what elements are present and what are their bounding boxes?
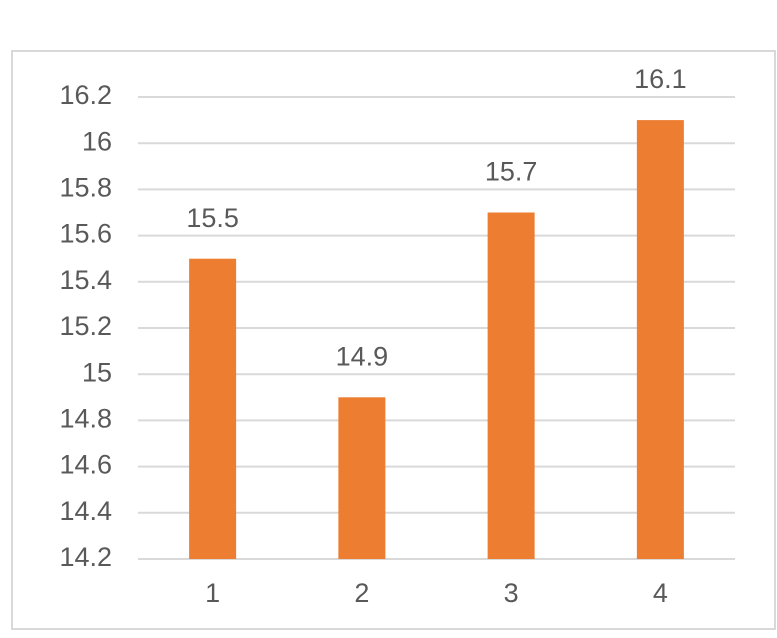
x-tick-label: 1 [205,578,220,608]
bar [338,397,386,559]
bar [189,258,237,559]
x-tick-label: 2 [354,578,369,608]
y-tick-label: 15.6 [59,219,112,249]
y-tick-label: 16.2 [59,80,112,110]
y-tick-label: 14.4 [59,496,112,526]
y-tick-label: 15.8 [59,173,112,203]
bar [487,212,535,559]
y-tick-label: 15 [82,357,112,387]
y-tick-label: 16 [82,126,112,156]
bar [636,120,684,559]
y-tick-label: 14.6 [59,450,112,480]
y-tick-label: 15.4 [59,265,112,295]
y-tick-label: 14.2 [59,542,112,572]
y-tick-label: 14.8 [59,404,112,434]
data-label: 15.7 [485,157,538,187]
data-label: 16.1 [634,64,687,94]
x-tick-label: 3 [504,578,519,608]
y-tick-label: 15.2 [59,311,112,341]
x-tick-label: 4 [653,578,668,608]
data-label: 14.9 [336,341,389,371]
data-label: 15.5 [186,203,239,233]
